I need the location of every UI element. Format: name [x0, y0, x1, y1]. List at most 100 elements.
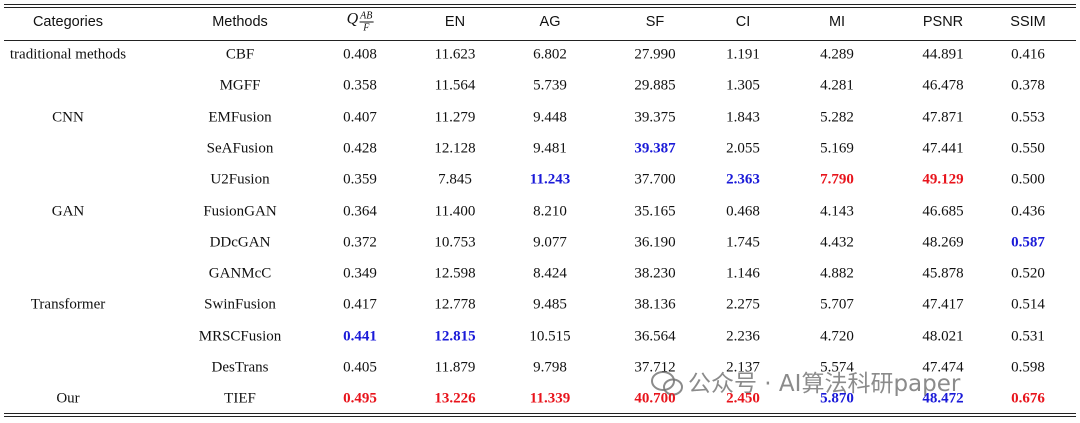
value-cell: 12.598	[434, 265, 476, 282]
method-cell: DesTrans	[211, 359, 269, 376]
value-cell: 40.700	[634, 390, 676, 407]
header-cell: EN	[444, 14, 466, 30]
value-cell: 10.515	[529, 328, 571, 345]
category-cell: Our	[56, 390, 80, 407]
value-cell: 0.358	[343, 77, 377, 94]
value-cell: 5.169	[820, 140, 854, 157]
method-cell: U2Fusion	[210, 171, 270, 188]
value-cell: 0.428	[343, 140, 377, 157]
value-cell: 11.339	[529, 390, 571, 407]
value-cell: 4.289	[820, 46, 854, 63]
method-cell: GANMcC	[208, 265, 272, 282]
value-cell: 0.372	[343, 234, 377, 251]
method-cell: FusionGAN	[203, 203, 277, 219]
top-rule	[4, 7, 1076, 8]
value-cell: 0.468	[726, 203, 760, 219]
value-cell: 4.143	[820, 203, 854, 219]
value-cell: 0.417	[343, 296, 377, 313]
value-cell: 10.753	[434, 234, 476, 251]
value-cell: 12.128	[434, 140, 476, 157]
category-cell: CNN	[52, 109, 84, 126]
value-cell: 0.407	[343, 109, 377, 126]
value-cell: 7.845	[438, 171, 472, 188]
value-cell: 1.305	[726, 77, 760, 94]
value-cell: 36.190	[634, 234, 676, 251]
value-cell: 47.871	[922, 109, 964, 126]
watermark: 公众号 · AI算法科研paper	[688, 371, 961, 397]
header-cell: Q AB F	[347, 10, 374, 34]
value-cell: 11.623	[434, 46, 476, 63]
value-cell: 0.441	[343, 328, 377, 345]
value-cell: 11.400	[434, 203, 476, 219]
value-cell: 0.408	[343, 46, 377, 63]
q-sub: AB	[359, 10, 374, 23]
value-cell: 5.707	[820, 296, 854, 313]
method-cell: DDcGAN	[209, 234, 271, 251]
value-cell: 0.550	[1011, 140, 1045, 157]
value-cell: 12.815	[434, 328, 476, 345]
value-cell: 1.191	[726, 46, 760, 63]
value-cell: 2.137	[726, 359, 760, 376]
value-cell: 2.275	[726, 296, 760, 313]
header-cell: Methods	[212, 14, 268, 30]
header-cell: Categories	[32, 14, 104, 30]
value-cell: 7.790	[820, 171, 854, 188]
method-cell: EMFusion	[208, 109, 272, 126]
method-cell: CBF	[225, 46, 255, 63]
value-cell: 38.136	[634, 296, 676, 313]
value-cell: 36.564	[634, 328, 676, 345]
header-cell: AG	[539, 14, 561, 30]
value-cell: 0.553	[1011, 109, 1045, 126]
value-cell: 11.279	[434, 109, 476, 126]
value-cell: 48.472	[922, 390, 964, 407]
value-cell: 0.500	[1011, 171, 1045, 188]
value-cell: 12.778	[434, 296, 476, 313]
value-cell: 5.282	[820, 109, 854, 126]
value-cell: 0.364	[343, 203, 377, 219]
value-cell: 0.378	[1011, 77, 1045, 94]
category-cell: traditional methods	[9, 46, 127, 63]
value-cell: 5.574	[820, 359, 854, 376]
category-cell: GAN	[51, 203, 85, 219]
header-cell: SF	[645, 14, 665, 30]
value-cell: 8.210	[533, 203, 567, 219]
value-cell: 13.226	[434, 390, 476, 407]
value-cell: 1.843	[726, 109, 760, 126]
value-cell: 1.146	[726, 265, 760, 282]
value-cell: 37.712	[634, 359, 676, 376]
value-cell: 0.587	[1011, 234, 1045, 251]
value-cell: 39.387	[634, 140, 676, 157]
value-cell: 46.685	[922, 203, 964, 219]
value-cell: 0.405	[343, 359, 377, 376]
value-cell: 35.165	[634, 203, 676, 219]
header-cell: PSNR	[922, 14, 964, 30]
value-cell: 5.739	[533, 77, 567, 94]
value-cell: 6.802	[533, 46, 567, 63]
value-cell: 11.564	[434, 77, 476, 94]
value-cell: 0.359	[343, 171, 377, 188]
value-cell: 48.269	[922, 234, 964, 251]
value-cell: 49.129	[922, 171, 964, 188]
value-cell: 4.432	[820, 234, 854, 251]
value-cell: 11.879	[434, 359, 476, 376]
value-cell: 47.417	[922, 296, 964, 313]
value-cell: 2.236	[726, 328, 760, 345]
bottom-rule	[4, 416, 1076, 417]
value-cell: 0.676	[1011, 390, 1045, 407]
value-cell: 37.700	[634, 171, 676, 188]
method-cell: TIEF	[224, 390, 256, 407]
value-cell: 0.416	[1011, 46, 1045, 63]
watermark-icon	[651, 371, 683, 396]
value-cell: 9.077	[533, 234, 567, 251]
value-cell: 47.441	[922, 140, 964, 157]
value-cell: 29.885	[634, 77, 676, 94]
value-cell: 0.436	[1011, 203, 1045, 219]
method-cell: SwinFusion	[204, 296, 276, 313]
value-cell: 47.474	[922, 359, 964, 376]
category-cell: Transformer	[30, 296, 106, 313]
value-cell: 48.021	[922, 328, 964, 345]
header-cell: MI	[828, 14, 846, 30]
value-cell: 0.349	[343, 265, 377, 282]
value-cell: 9.798	[533, 359, 567, 376]
value-cell: 27.990	[634, 46, 676, 63]
